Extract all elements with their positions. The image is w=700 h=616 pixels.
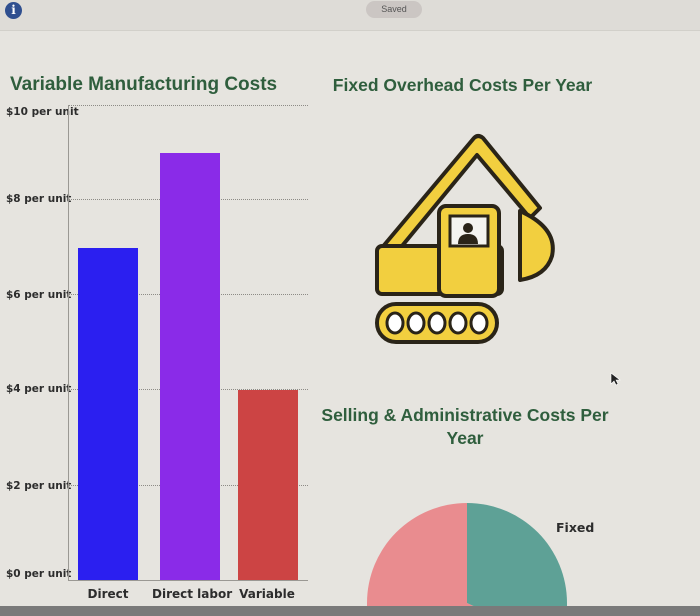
selling-admin-title: Selling & Administrative Costs Per Year (321, 405, 609, 448)
y-tick-label: $8 per unit (6, 193, 72, 205)
fixed-overhead-title: Fixed Overhead Costs Per Year (332, 75, 593, 95)
excavator-icon (375, 134, 555, 344)
x-axis (68, 580, 308, 581)
screen-bottom-edge (0, 606, 700, 616)
pie-slice-variable (367, 503, 495, 616)
top-bar: i Saved (0, 0, 700, 31)
saved-status-badge: Saved (366, 1, 422, 18)
info-icon[interactable]: i (5, 2, 22, 19)
bar-chart-title: Variable Manufacturing Costs (10, 74, 278, 95)
y-tick-label: $10 per unit (6, 106, 79, 118)
x-label-variable: Variable (239, 587, 295, 601)
y-axis (68, 105, 69, 580)
pie-label-fixed: Fixed (556, 520, 595, 535)
mouse-cursor-icon (610, 372, 621, 386)
bar-direct[interactable] (78, 247, 138, 580)
bar-variable[interactable] (238, 390, 298, 580)
y-tick-label: $2 per unit (6, 480, 72, 492)
y-tick-label: $0 per unit (6, 568, 72, 580)
x-label-direct-labor: Direct labor (152, 587, 233, 601)
x-label-direct: Direct (87, 587, 129, 601)
gridline (68, 105, 308, 106)
selling-admin-pie-chart (367, 503, 567, 616)
y-tick-label: $6 per unit (6, 289, 72, 301)
bar-direct-labor[interactable] (160, 152, 220, 580)
pie-slice-fixed (467, 503, 567, 616)
y-tick-label: $4 per unit (6, 383, 72, 395)
